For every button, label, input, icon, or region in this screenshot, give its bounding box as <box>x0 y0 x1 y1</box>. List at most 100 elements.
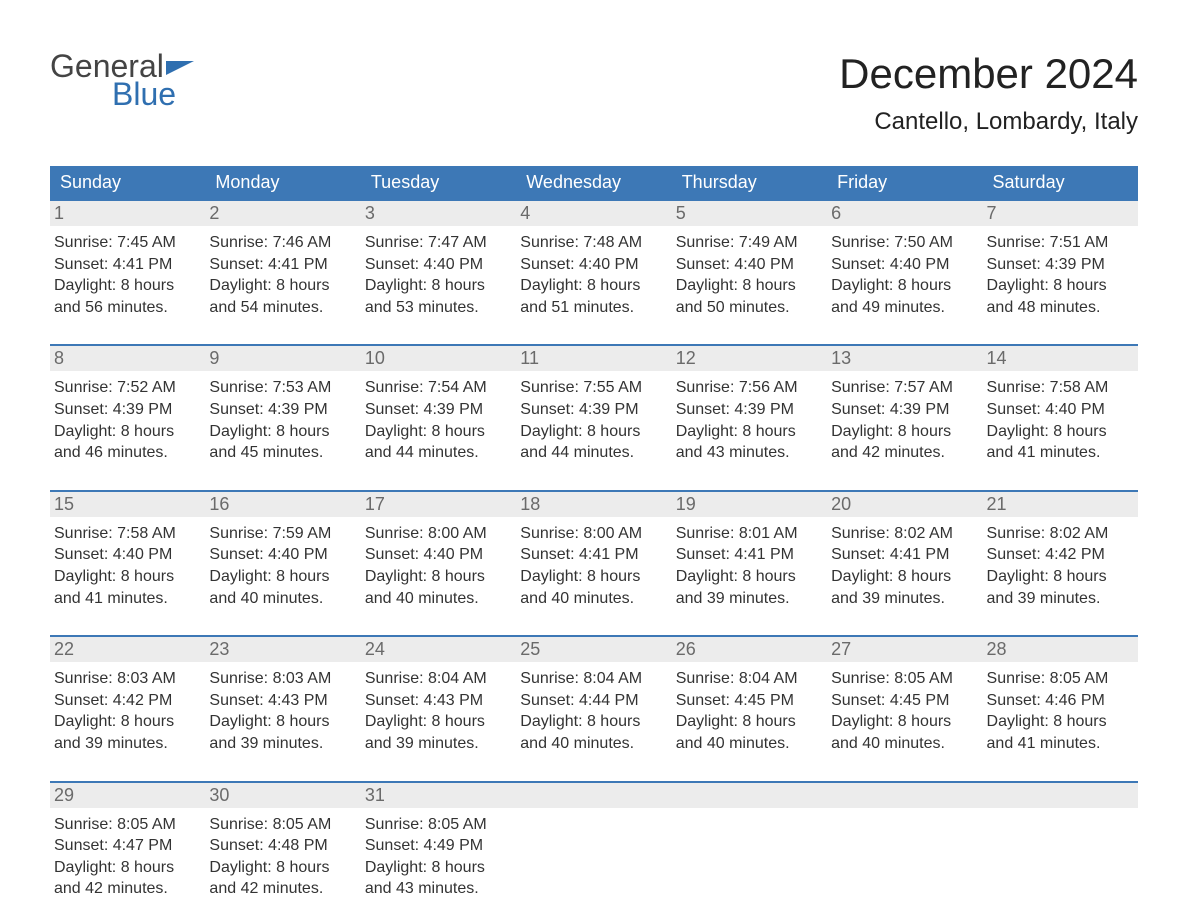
day-number: 12 <box>672 346 827 371</box>
day-body: Sunrise: 8:05 AMSunset: 4:47 PMDaylight:… <box>50 808 205 904</box>
day-body: Sunrise: 8:00 AMSunset: 4:41 PMDaylight:… <box>516 517 671 613</box>
daylight-line2: and 41 minutes. <box>987 442 1134 464</box>
sunset-line: Sunset: 4:42 PM <box>987 544 1134 566</box>
sunrise-line: Sunrise: 7:57 AM <box>831 377 978 399</box>
day-number: 2 <box>205 201 360 226</box>
calendar-day: . <box>983 783 1138 904</box>
day-body: Sunrise: 7:57 AMSunset: 4:39 PMDaylight:… <box>827 371 982 467</box>
day-number: 30 <box>205 783 360 808</box>
sunset-line: Sunset: 4:41 PM <box>520 544 667 566</box>
sunset-line: Sunset: 4:39 PM <box>676 399 823 421</box>
day-body: Sunrise: 7:54 AMSunset: 4:39 PMDaylight:… <box>361 371 516 467</box>
day-number: . <box>516 783 671 808</box>
calendar-day: 16Sunrise: 7:59 AMSunset: 4:40 PMDayligh… <box>205 492 360 613</box>
daylight-line2: and 39 minutes. <box>365 733 512 755</box>
day-number: 14 <box>983 346 1138 371</box>
daylight-line2: and 39 minutes. <box>987 588 1134 610</box>
title-block: December 2024 Cantello, Lombardy, Italy <box>839 50 1138 136</box>
day-body: Sunrise: 7:55 AMSunset: 4:39 PMDaylight:… <box>516 371 671 467</box>
day-number: . <box>672 783 827 808</box>
calendar-day: 7Sunrise: 7:51 AMSunset: 4:39 PMDaylight… <box>983 201 1138 322</box>
calendar-day: 30Sunrise: 8:05 AMSunset: 4:48 PMDayligh… <box>205 783 360 904</box>
calendar-day: . <box>516 783 671 904</box>
sunrise-line: Sunrise: 7:59 AM <box>209 523 356 545</box>
day-header: Sunday <box>50 166 205 199</box>
daylight-line2: and 42 minutes. <box>831 442 978 464</box>
day-number: 8 <box>50 346 205 371</box>
daylight-line2: and 39 minutes. <box>209 733 356 755</box>
calendar-day: 23Sunrise: 8:03 AMSunset: 4:43 PMDayligh… <box>205 637 360 758</box>
sunset-line: Sunset: 4:49 PM <box>365 835 512 857</box>
sunset-line: Sunset: 4:45 PM <box>676 690 823 712</box>
daylight-line1: Daylight: 8 hours <box>676 711 823 733</box>
day-number: 9 <box>205 346 360 371</box>
calendar-header-row: SundayMondayTuesdayWednesdayThursdayFrid… <box>50 166 1138 199</box>
daylight-line1: Daylight: 8 hours <box>209 275 356 297</box>
daylight-line1: Daylight: 8 hours <box>987 275 1134 297</box>
day-body: Sunrise: 7:51 AMSunset: 4:39 PMDaylight:… <box>983 226 1138 322</box>
calendar-day: 2Sunrise: 7:46 AMSunset: 4:41 PMDaylight… <box>205 201 360 322</box>
daylight-line2: and 45 minutes. <box>209 442 356 464</box>
calendar-day: 6Sunrise: 7:50 AMSunset: 4:40 PMDaylight… <box>827 201 982 322</box>
day-body: Sunrise: 7:49 AMSunset: 4:40 PMDaylight:… <box>672 226 827 322</box>
daylight-line2: and 51 minutes. <box>520 297 667 319</box>
calendar-day: 17Sunrise: 8:00 AMSunset: 4:40 PMDayligh… <box>361 492 516 613</box>
daylight-line1: Daylight: 8 hours <box>365 711 512 733</box>
day-body: Sunrise: 7:59 AMSunset: 4:40 PMDaylight:… <box>205 517 360 613</box>
sunset-line: Sunset: 4:39 PM <box>520 399 667 421</box>
day-body: Sunrise: 8:03 AMSunset: 4:42 PMDaylight:… <box>50 662 205 758</box>
day-body: Sunrise: 8:02 AMSunset: 4:41 PMDaylight:… <box>827 517 982 613</box>
calendar-day: 10Sunrise: 7:54 AMSunset: 4:39 PMDayligh… <box>361 346 516 467</box>
sunset-line: Sunset: 4:39 PM <box>365 399 512 421</box>
daylight-line2: and 41 minutes. <box>54 588 201 610</box>
day-body: Sunrise: 7:46 AMSunset: 4:41 PMDaylight:… <box>205 226 360 322</box>
sunrise-line: Sunrise: 7:58 AM <box>987 377 1134 399</box>
calendar-day: . <box>672 783 827 904</box>
daylight-line1: Daylight: 8 hours <box>365 857 512 879</box>
sunset-line: Sunset: 4:44 PM <box>520 690 667 712</box>
day-header: Monday <box>205 166 360 199</box>
sunrise-line: Sunrise: 8:04 AM <box>676 668 823 690</box>
daylight-line2: and 40 minutes. <box>209 588 356 610</box>
day-number: 17 <box>361 492 516 517</box>
day-number: 24 <box>361 637 516 662</box>
daylight-line1: Daylight: 8 hours <box>831 711 978 733</box>
sunrise-line: Sunrise: 7:47 AM <box>365 232 512 254</box>
calendar-day: 25Sunrise: 8:04 AMSunset: 4:44 PMDayligh… <box>516 637 671 758</box>
daylight-line2: and 54 minutes. <box>209 297 356 319</box>
sunset-line: Sunset: 4:40 PM <box>365 254 512 276</box>
sunset-line: Sunset: 4:40 PM <box>365 544 512 566</box>
sunrise-line: Sunrise: 8:02 AM <box>831 523 978 545</box>
sunset-line: Sunset: 4:39 PM <box>209 399 356 421</box>
sunrise-line: Sunrise: 7:52 AM <box>54 377 201 399</box>
day-number: 29 <box>50 783 205 808</box>
sunset-line: Sunset: 4:40 PM <box>520 254 667 276</box>
sunset-line: Sunset: 4:40 PM <box>987 399 1134 421</box>
sunrise-line: Sunrise: 8:05 AM <box>831 668 978 690</box>
day-number: 5 <box>672 201 827 226</box>
daylight-line1: Daylight: 8 hours <box>209 711 356 733</box>
day-number: 23 <box>205 637 360 662</box>
calendar-day: 27Sunrise: 8:05 AMSunset: 4:45 PMDayligh… <box>827 637 982 758</box>
day-number: 19 <box>672 492 827 517</box>
sunset-line: Sunset: 4:39 PM <box>987 254 1134 276</box>
sunrise-line: Sunrise: 7:46 AM <box>209 232 356 254</box>
daylight-line1: Daylight: 8 hours <box>831 421 978 443</box>
calendar-week: 8Sunrise: 7:52 AMSunset: 4:39 PMDaylight… <box>50 344 1138 467</box>
sunrise-line: Sunrise: 7:50 AM <box>831 232 978 254</box>
daylight-line1: Daylight: 8 hours <box>365 275 512 297</box>
sunrise-line: Sunrise: 7:48 AM <box>520 232 667 254</box>
daylight-line2: and 40 minutes. <box>365 588 512 610</box>
calendar-week: 22Sunrise: 8:03 AMSunset: 4:42 PMDayligh… <box>50 635 1138 758</box>
calendar-day: 9Sunrise: 7:53 AMSunset: 4:39 PMDaylight… <box>205 346 360 467</box>
daylight-line1: Daylight: 8 hours <box>987 566 1134 588</box>
sunset-line: Sunset: 4:43 PM <box>209 690 356 712</box>
daylight-line1: Daylight: 8 hours <box>54 275 201 297</box>
sunrise-line: Sunrise: 8:05 AM <box>209 814 356 836</box>
daylight-line1: Daylight: 8 hours <box>365 421 512 443</box>
sunrise-line: Sunrise: 8:00 AM <box>365 523 512 545</box>
calendar-day: 15Sunrise: 7:58 AMSunset: 4:40 PMDayligh… <box>50 492 205 613</box>
day-body: Sunrise: 8:04 AMSunset: 4:43 PMDaylight:… <box>361 662 516 758</box>
sunset-line: Sunset: 4:43 PM <box>365 690 512 712</box>
day-number: 27 <box>827 637 982 662</box>
